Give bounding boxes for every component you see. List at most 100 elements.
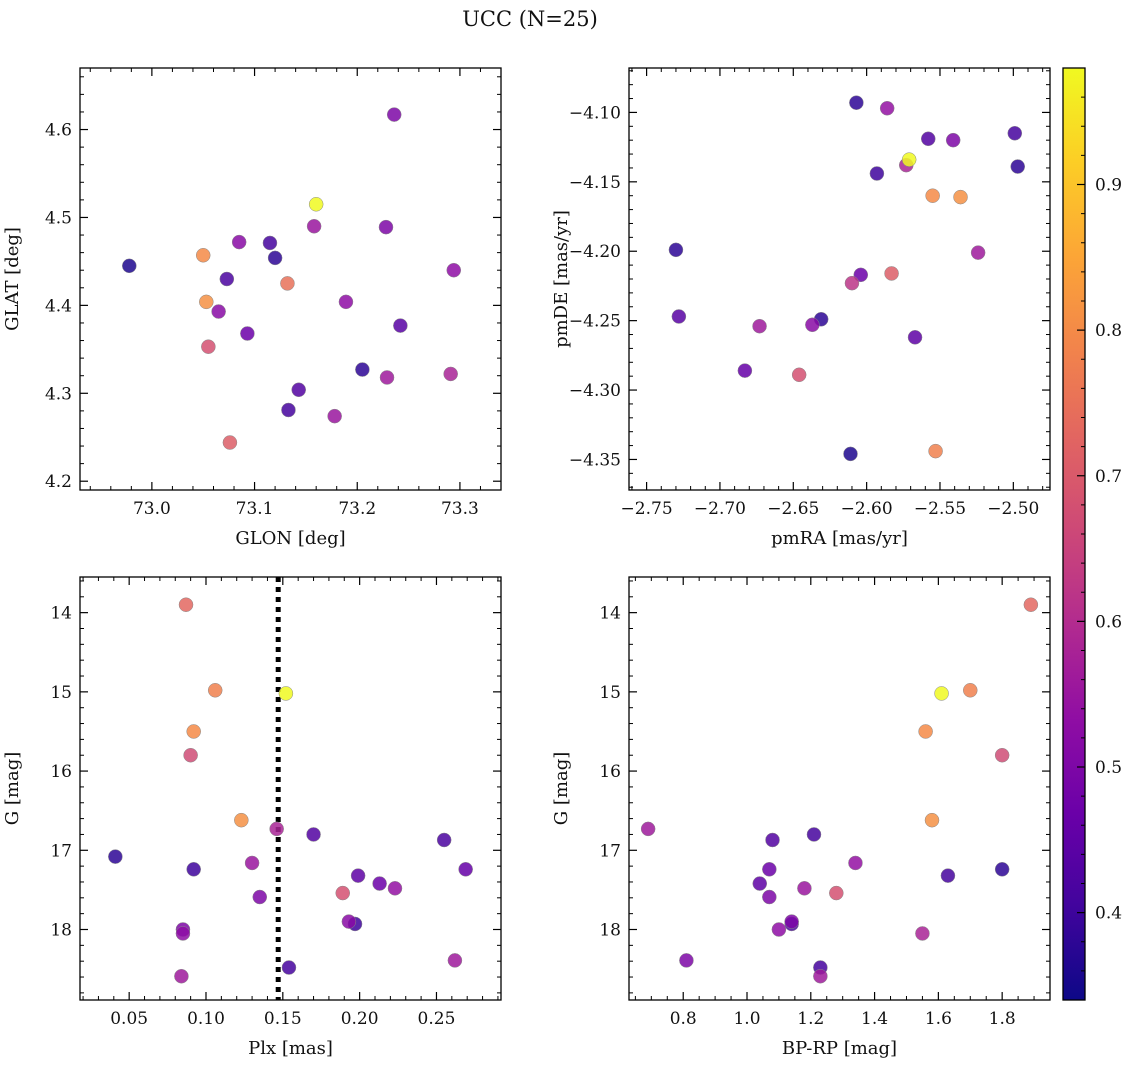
scatter-point [458,862,473,877]
scatter-point [308,197,324,212]
scatter-point [386,107,402,122]
scatter-point [306,219,322,234]
scatter-point [262,235,278,251]
x-tick-label: 1.8 [989,1009,1016,1029]
y-tick-label: 18 [599,921,621,941]
axes-frame [628,576,1051,1001]
scatter-point [907,330,923,345]
scatter-point [183,747,198,763]
scatter-point [267,250,283,266]
y-tick-label: −4.30 [569,381,621,401]
scatter-point [1007,125,1023,141]
colorbar-tick-label: 0.5 [1095,758,1122,778]
x-tick-label: 1.0 [733,1009,760,1029]
scatter-point [252,889,268,905]
scatter-point [848,855,863,871]
scatter-point [393,318,408,333]
scatter-point [1010,159,1025,174]
y-tick-label: 15 [50,683,72,703]
colorbar-tick-label: 0.7 [1095,467,1122,487]
scatter-point [963,683,978,698]
scatter-point [752,876,768,891]
x-tick-label: −2.60 [841,499,893,519]
y-tick-label: −4.25 [569,312,621,332]
x-tick-label: 1.4 [861,1009,888,1029]
subplot-3: 0.05 0.10 0.15 0.20 0.25 14 15 16 17 18 Plx [mas] G… [2,576,502,1059]
scatter-point [175,926,191,941]
y-axis-label: pmDE [mas/yr] [551,210,572,348]
scatter-point [869,166,885,181]
ticks [629,68,1050,490]
scatter-point [844,275,860,291]
colorbar-tick-label: 0.9 [1095,176,1122,196]
colorbar-tick-label: 0.4 [1095,904,1122,924]
scatter-points [668,95,1025,462]
y-tick-label: 18 [50,921,72,941]
scatter-points [640,597,1039,984]
scatter-point [805,317,820,333]
scatter-point [219,271,235,287]
scatter-point [671,309,687,324]
ticks [629,577,1051,1000]
scatter-point [338,294,354,310]
scatter-point [925,188,940,203]
scatter-point [771,922,787,937]
scatter-point [280,276,295,291]
x-tick-label: 1.6 [925,1009,952,1029]
y-tick-label: 15 [599,683,621,703]
x-tick-label: −2.70 [694,499,746,519]
figure-title: UCC (N=25) [462,7,598,31]
x-tick-label: 0.20 [341,1009,379,1029]
y-tick-label: −4.15 [569,173,621,193]
scatter-point [920,131,936,147]
scatter-point [281,960,297,975]
scatter-point [335,885,350,901]
scatter-point [269,821,284,837]
x-axis-label: pmRA [mas/yr] [771,528,908,549]
scatter-point [207,683,223,698]
y-tick-label: 4.6 [45,121,72,141]
x-tick-label: 73.1 [236,499,274,519]
scatter-point [924,812,940,828]
y-tick-label: −4.10 [569,103,621,123]
scatter-point [372,876,387,891]
x-tick-label: 73.0 [133,499,171,519]
colorbar-tick-label: 0.8 [1095,321,1122,341]
subplots-group: 73.0 73.1 73.2 73.3 4.2 4.3 4.4 4.5 4.6 GLON [deg… [2,67,1051,1059]
scatter-point [222,435,238,450]
x-tick-label: 0.05 [110,1009,148,1029]
y-tick-label: −4.20 [569,242,621,262]
scatter-point [174,968,189,984]
axes-frame [79,576,502,1001]
scatter-point [447,953,463,968]
scatter-point [752,318,767,334]
y-tick-label: 4.5 [45,208,72,228]
scatter-point [797,881,812,896]
scatter-point [201,339,216,354]
scatter-point [849,95,864,110]
scatter-point [291,382,306,398]
scatter-point [244,855,260,871]
scatter-point [843,446,858,462]
axes-frame [628,67,1051,491]
scatter-point [240,326,255,341]
scatter-point [199,294,214,310]
y-tick-label: 17 [599,841,621,861]
scatter-point [387,881,403,896]
scatter-point [829,885,844,901]
scatter-point [765,832,780,848]
y-tick-label: 4.2 [45,472,72,492]
scatter-point [186,724,201,739]
x-tick-label: 73.3 [441,499,479,519]
scatter-point [970,245,986,260]
scatter-point [915,926,930,941]
scatter-point [879,101,895,116]
scatter-point [108,849,123,864]
scatter-point [762,862,777,877]
scatter-points [122,107,462,450]
scatter-point [994,747,1010,763]
colorbar-tick-label: 0.6 [1095,612,1122,632]
subplot-1: 73.0 73.1 73.2 73.3 4.2 4.3 4.4 4.5 4.6 GLON [deg… [2,67,502,549]
scatter-point [813,968,828,984]
